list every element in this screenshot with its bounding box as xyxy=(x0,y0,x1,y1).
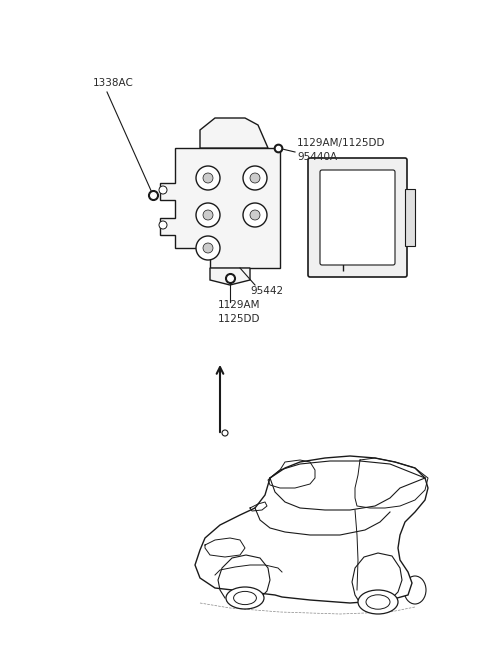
Circle shape xyxy=(243,166,267,190)
Circle shape xyxy=(243,203,267,227)
Circle shape xyxy=(196,203,220,227)
Text: 1129AM/1125DD: 1129AM/1125DD xyxy=(297,138,385,148)
Ellipse shape xyxy=(404,576,426,604)
Circle shape xyxy=(203,173,213,183)
Circle shape xyxy=(250,210,260,220)
Circle shape xyxy=(196,236,220,260)
Ellipse shape xyxy=(226,587,264,609)
Circle shape xyxy=(159,186,167,194)
Text: 1125DD: 1125DD xyxy=(218,314,261,324)
Polygon shape xyxy=(160,148,280,268)
Circle shape xyxy=(222,430,228,436)
Ellipse shape xyxy=(234,591,256,604)
Circle shape xyxy=(159,221,167,229)
Circle shape xyxy=(196,166,220,190)
FancyBboxPatch shape xyxy=(320,170,395,265)
Ellipse shape xyxy=(358,590,398,614)
Bar xyxy=(405,189,415,246)
Polygon shape xyxy=(195,456,428,603)
Text: 95440A: 95440A xyxy=(297,152,337,162)
Polygon shape xyxy=(200,118,268,148)
Text: 95442: 95442 xyxy=(250,286,283,296)
Circle shape xyxy=(203,210,213,220)
Circle shape xyxy=(203,243,213,253)
Text: 1338AC: 1338AC xyxy=(93,78,134,88)
Text: 1129AM: 1129AM xyxy=(218,300,261,310)
Ellipse shape xyxy=(366,595,390,609)
Circle shape xyxy=(250,173,260,183)
Polygon shape xyxy=(210,268,250,285)
FancyBboxPatch shape xyxy=(308,158,407,277)
